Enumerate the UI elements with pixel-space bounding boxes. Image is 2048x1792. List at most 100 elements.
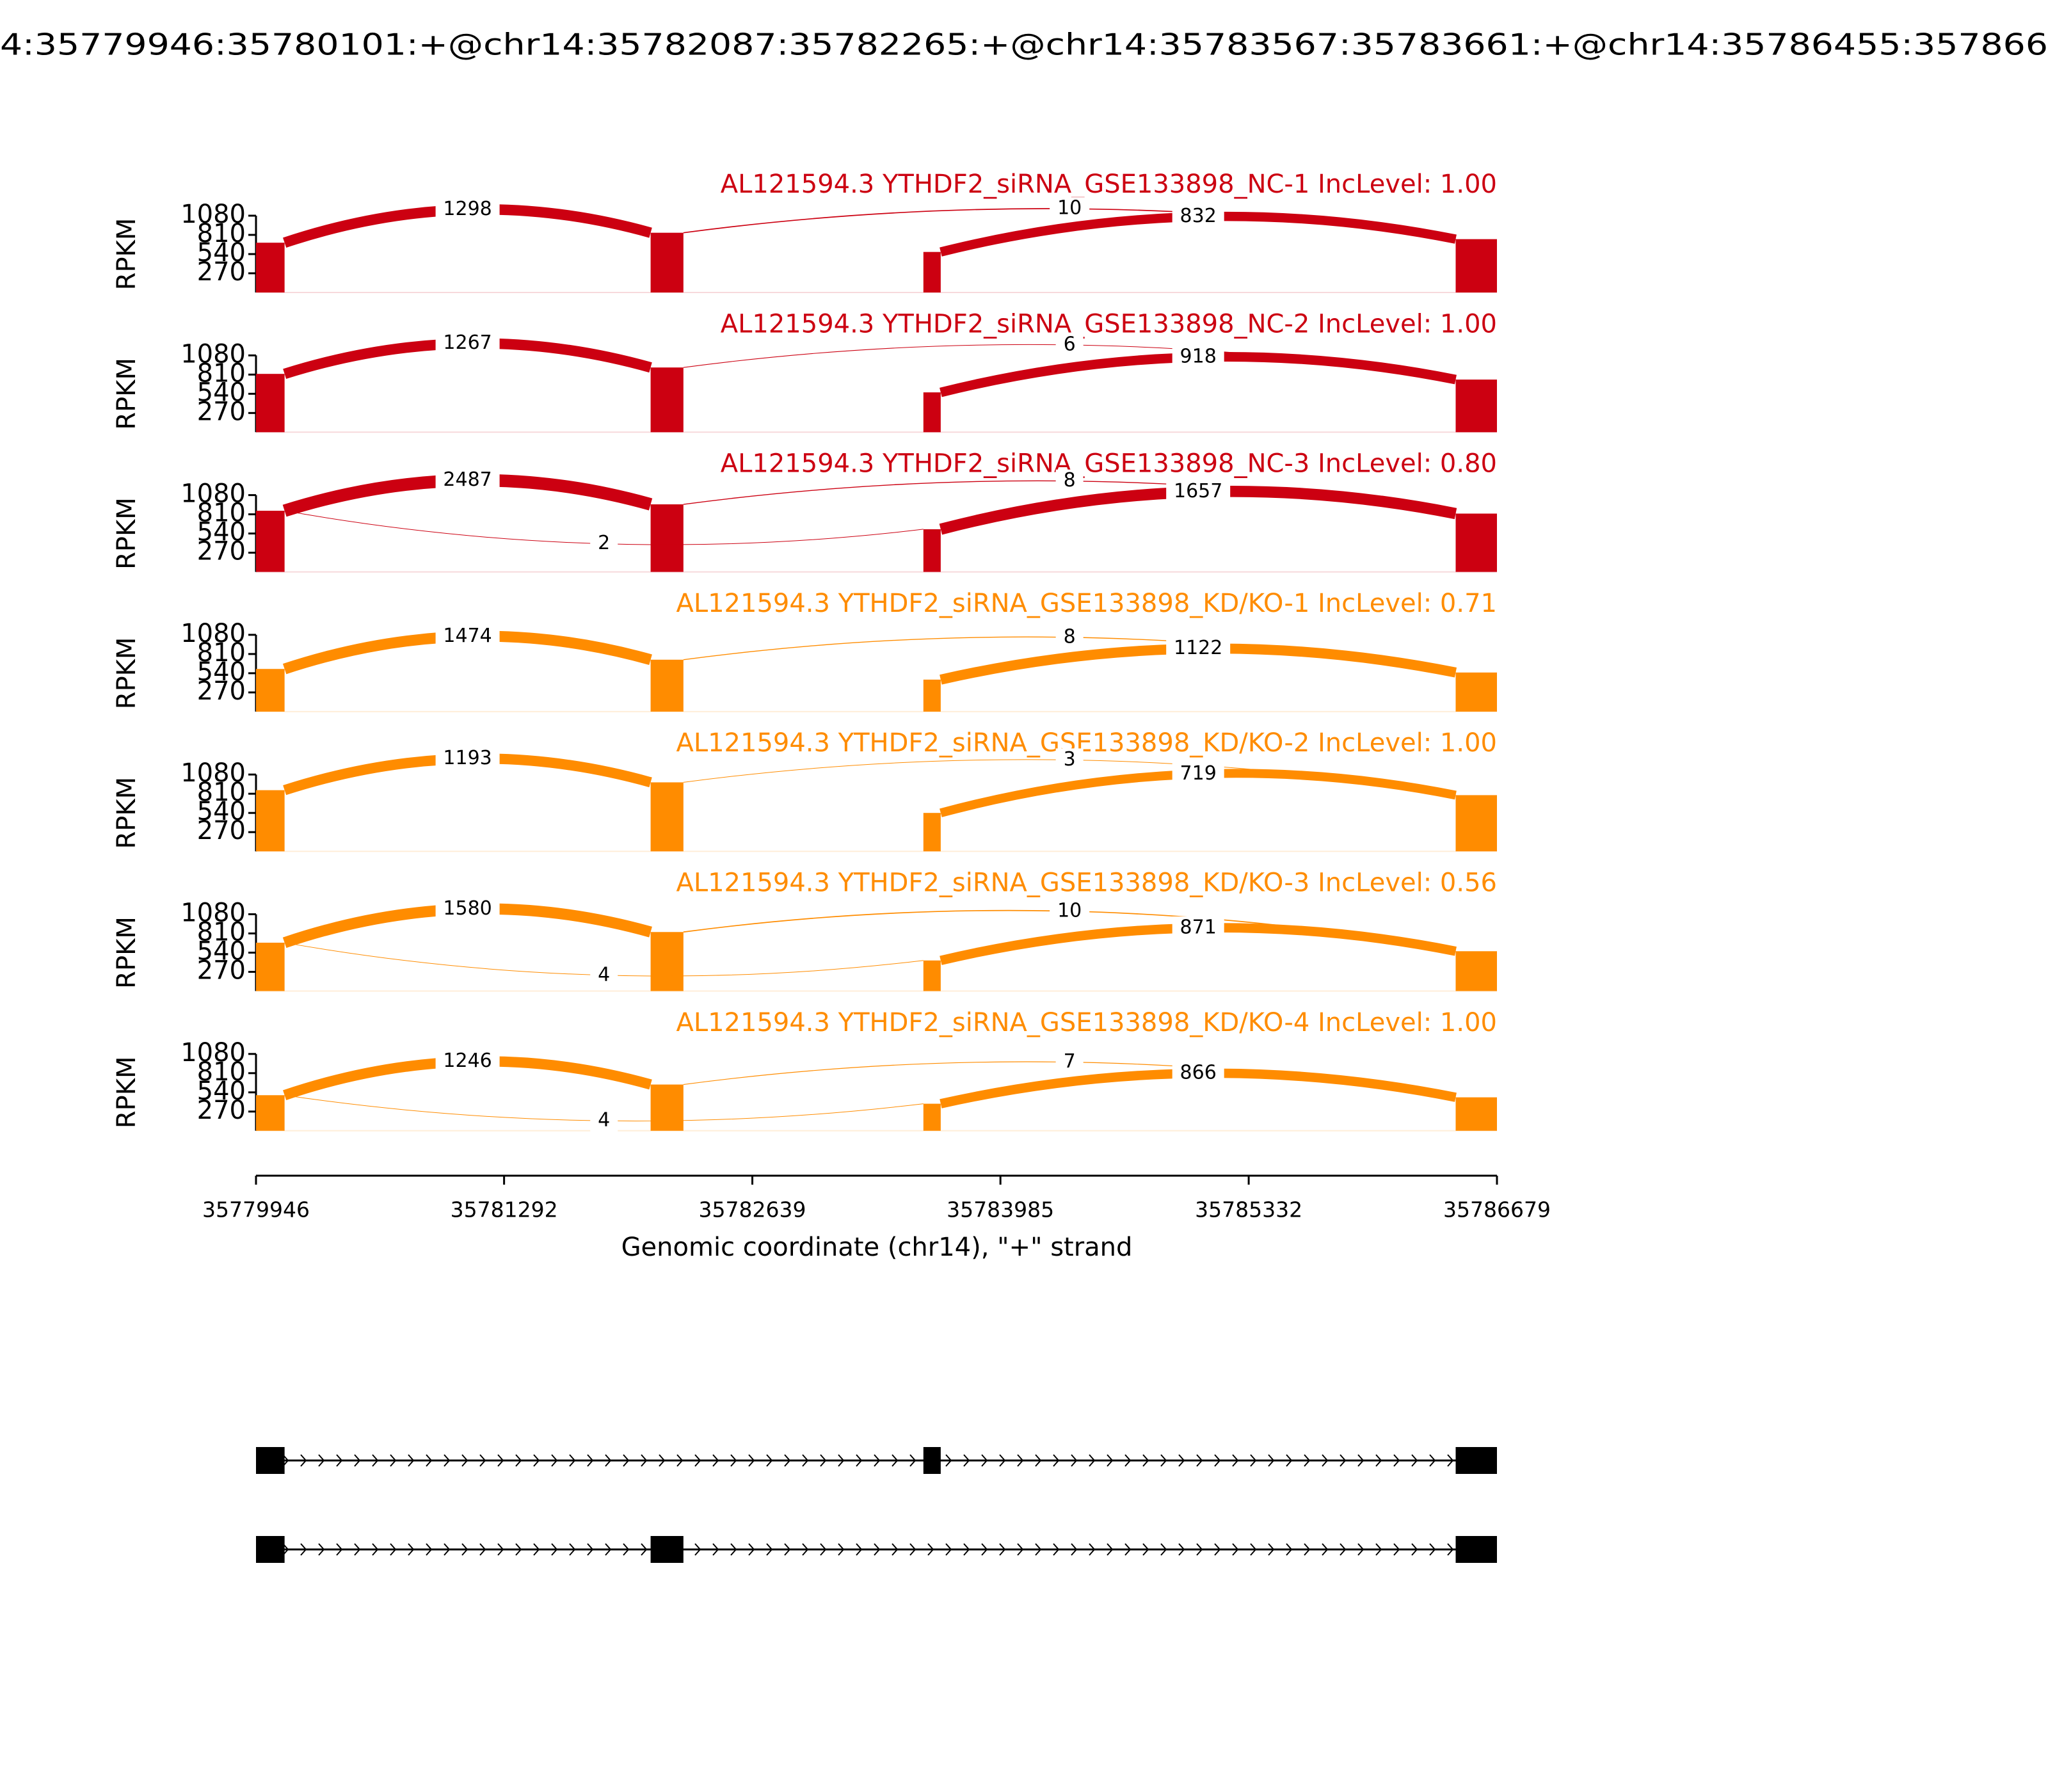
junction-label: 4: [598, 963, 610, 986]
strand-arrow: [533, 1543, 540, 1556]
junction-label: 8: [1064, 469, 1076, 492]
coverage: [256, 669, 285, 712]
junction-label: 1580: [443, 897, 492, 920]
strand-arrow: [874, 1454, 881, 1467]
strand-arrow: [515, 1543, 522, 1556]
strand-arrow: [1071, 1543, 1078, 1556]
strand-arrow: [1286, 1543, 1293, 1556]
junction-label-bg: [1055, 625, 1084, 649]
strand-arrow: [390, 1454, 397, 1467]
strand-arrow: [892, 1543, 899, 1556]
strand-arrow: [1286, 1454, 1293, 1467]
y-tick-label: 540: [197, 378, 246, 407]
strand-arrow: [1340, 1454, 1347, 1467]
junction-label: 4: [598, 1109, 610, 1132]
coverage: [256, 243, 285, 292]
junction-label-bg: [435, 332, 500, 355]
strand-arrow: [1340, 1543, 1347, 1556]
strand-arrow: [300, 1454, 307, 1467]
strand-arrow: [945, 1543, 952, 1556]
strand-arrow: [874, 1543, 881, 1556]
strand-arrow: [1268, 1543, 1275, 1556]
strand-arrow: [1447, 1543, 1454, 1556]
junction-label-bg: [1172, 762, 1224, 786]
strand-arrow: [497, 1454, 504, 1467]
strand-arrow: [497, 1543, 504, 1556]
coverage: [650, 1084, 684, 1131]
strand-arrow: [426, 1543, 433, 1556]
coverage: [650, 367, 684, 433]
strand-arrow: [676, 1454, 684, 1467]
y-tick-label: 810: [197, 918, 246, 947]
panel-label: AL121594.3 YTHDF2_siRNA_GSE133898_KD/KO-…: [676, 1008, 1497, 1037]
strand-arrow: [372, 1454, 379, 1467]
strand-arrow: [945, 1454, 952, 1467]
coverage: [923, 960, 941, 991]
coverage: [1455, 1097, 1497, 1131]
junction-label-bg: [1172, 205, 1224, 228]
strand-arrow: [1089, 1543, 1096, 1556]
strand-arrow: [605, 1543, 612, 1556]
panel-label: AL121594.3 YTHDF2_siRNA_GSE133898_KD/KO-…: [676, 589, 1497, 618]
y-axis-label: RPKM: [112, 497, 141, 570]
y-tick-label: 1080: [180, 479, 246, 509]
strand-arrow: [354, 1543, 361, 1556]
exon: [1455, 1447, 1497, 1474]
strand-arrow: [569, 1543, 576, 1556]
y-tick-label: 270: [197, 257, 246, 287]
strand-arrow: [1107, 1454, 1114, 1467]
coverage: [923, 529, 941, 572]
strand-arrow: [802, 1454, 809, 1467]
strand-arrow: [390, 1543, 397, 1556]
strand-arrow: [1232, 1543, 1239, 1556]
strand-arrow: [1214, 1454, 1221, 1467]
strand-arrow: [981, 1454, 988, 1467]
x-tick-label: 35779946: [202, 1197, 310, 1222]
strand-arrow: [354, 1454, 361, 1467]
strand-arrow: [1196, 1454, 1203, 1467]
y-tick-label: 1080: [180, 758, 246, 788]
y-axis-label: RPKM: [112, 916, 141, 989]
exon: [1455, 1536, 1497, 1563]
panel-label: AL121594.3 YTHDF2_siRNA_GSE133898_KD/KO-…: [676, 868, 1497, 898]
junction-label-bg: [1172, 346, 1224, 369]
strand-arrow: [1232, 1454, 1239, 1467]
junction-label: 1122: [1174, 637, 1222, 659]
strand-arrow: [838, 1543, 845, 1556]
strand-arrow: [1053, 1454, 1060, 1467]
panel-label: AL121594.3 YTHDF2_siRNA_GSE133898_KD/KO-…: [676, 728, 1497, 758]
strand-arrow: [659, 1454, 666, 1467]
strand-arrow: [694, 1543, 701, 1556]
strand-arrow: [856, 1543, 863, 1556]
strand-arrow: [1357, 1454, 1364, 1467]
y-axis-label: RPKM: [112, 358, 141, 430]
x-tick-label: 35783985: [947, 1197, 1054, 1222]
y-tick-label: 810: [197, 638, 246, 668]
junction-label-bg: [590, 963, 618, 987]
y-tick-label: 540: [197, 797, 246, 826]
strand-arrow: [444, 1543, 451, 1556]
y-tick-label: 540: [197, 238, 246, 268]
y-tick-label: 1080: [180, 200, 246, 229]
strand-arrow: [1357, 1543, 1364, 1556]
strand-arrow: [1142, 1454, 1149, 1467]
junction-label: 7: [1064, 1050, 1076, 1073]
y-tick-label: 540: [197, 657, 246, 687]
strand-arrow: [963, 1454, 970, 1467]
strand-arrow: [336, 1543, 343, 1556]
junction-label: 1267: [443, 332, 492, 354]
coverage: [1455, 672, 1497, 712]
strand-arrow: [1250, 1543, 1257, 1556]
y-tick-label: 1080: [180, 339, 246, 369]
strand-arrow: [1429, 1454, 1436, 1467]
strand-arrow: [551, 1543, 558, 1556]
coverage: [256, 942, 285, 991]
strand-arrow: [1250, 1454, 1257, 1467]
strand-arrow: [909, 1454, 916, 1467]
coverage: [650, 504, 684, 572]
y-tick-label: 270: [197, 1096, 246, 1125]
strand-arrow: [856, 1454, 863, 1467]
junction-label-bg: [1172, 1062, 1224, 1085]
strand-arrow: [1071, 1454, 1078, 1467]
